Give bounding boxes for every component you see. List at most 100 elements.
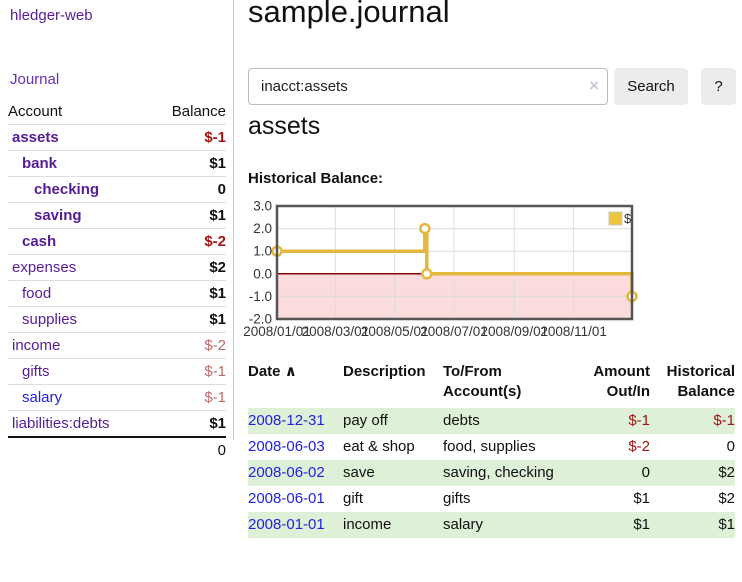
register-row: 2008-06-01 gift gifts $1 $2 [248, 486, 735, 512]
account-link-income[interactable]: income [12, 337, 61, 354]
register-date-link[interactable]: 2008-06-03 [248, 438, 325, 455]
account-row: liabilities:debts $1 [8, 410, 226, 437]
svg-text:2008/01/01: 2008/01/01 [243, 324, 311, 339]
account-row: food $1 [8, 280, 226, 307]
register-row: 2008-12-31 pay off debts $-1 $-1 [248, 408, 735, 434]
page-title: sample.journal [248, 0, 450, 29]
account-balance: $-1 [150, 358, 226, 385]
register-col-balance: Historical Balance [666, 363, 735, 400]
account-row: gifts $-1 [8, 358, 226, 385]
account-balance: $1 [150, 306, 226, 333]
account-row: bank $1 [8, 150, 226, 177]
sidebar-divider [233, 0, 234, 440]
register-balance: $2 [718, 490, 735, 507]
account-link-cash[interactable]: cash [22, 233, 57, 250]
account-link-saving[interactable]: saving [34, 207, 82, 224]
svg-text:0.0: 0.0 [253, 266, 272, 281]
register-row: 2008-06-03 eat & shop food, supplies $-2 0 [248, 434, 735, 460]
account-link-assets[interactable]: assets [12, 129, 59, 146]
register-balance: 0 [726, 438, 735, 455]
svg-text:-2.0: -2.0 [249, 312, 272, 327]
brand-link[interactable]: hledger-web [10, 7, 93, 24]
register-accounts: food, supplies [443, 438, 536, 455]
account-row: supplies $1 [8, 306, 226, 333]
register-accounts: salary [443, 516, 484, 533]
account-link-gifts[interactable]: gifts [22, 363, 50, 380]
register-amount: $1 [633, 516, 650, 533]
svg-text:2008/05/01: 2008/05/01 [361, 324, 429, 339]
register-amount: 0 [641, 464, 650, 481]
register-accounts: gifts [443, 490, 471, 507]
account-row: expenses $2 [8, 254, 226, 281]
account-balance: $1 [150, 150, 226, 177]
account-row: assets $-1 [8, 124, 226, 151]
clear-search-icon[interactable]: × [589, 76, 599, 95]
account-row: salary $-1 [8, 384, 226, 411]
register-row: 2008-01-01 income salary $1 $1 [248, 512, 735, 538]
register-header-row: Date ∧ Description To/From Account(s) Am… [248, 360, 735, 408]
register-date-link[interactable]: 2008-12-31 [248, 412, 325, 429]
search-input[interactable] [248, 68, 608, 105]
register-date-link[interactable]: 2008-01-01 [248, 516, 325, 533]
register-accounts: debts [443, 412, 480, 429]
account-title: assets [248, 112, 321, 140]
account-balance: 0 [150, 176, 226, 203]
sort-asc-icon: ∧ [284, 363, 297, 380]
register-amount: $-1 [628, 412, 650, 429]
accounts-col-account: Account [8, 103, 63, 120]
account-link-bank[interactable]: bank [22, 155, 58, 172]
account-balance: $1 [150, 410, 226, 437]
register-description: income [343, 516, 392, 533]
register-description: pay off [343, 412, 388, 429]
svg-text:2.0: 2.0 [253, 221, 272, 236]
register-accounts: saving, checking [443, 464, 554, 481]
balance-chart: $3.0 2.0 1.0 0.0 -1.0 -2.0 2008/01/01 2008/03/0… [240, 200, 680, 340]
account-link-salary[interactable]: salary [22, 389, 63, 406]
account-balance: $-2 [150, 228, 226, 255]
chart-heading: Historical Balance: [248, 170, 384, 187]
accounts-col-balance: Balance [171, 103, 226, 120]
svg-text:2008/09/01: 2008/09/01 [481, 324, 549, 339]
account-link-liabilities-debts[interactable]: liabilities:debts [12, 415, 110, 432]
register-balance: $-1 [713, 412, 735, 429]
account-balance: $-2 [150, 332, 226, 359]
account-link-expenses[interactable]: expenses [12, 259, 77, 276]
register-col-accounts: To/From Account(s) [443, 363, 522, 400]
search-help-button[interactable]: ? [701, 68, 736, 105]
register-description: eat & shop [343, 438, 415, 455]
register-col-amount: Amount Out/In [593, 363, 650, 400]
search-button[interactable]: Search [614, 68, 688, 105]
account-link-checking[interactable]: checking [34, 181, 100, 198]
account-balance: $2 [150, 254, 226, 281]
register-balance: $2 [718, 464, 735, 481]
search-form: × Search ? [248, 68, 736, 105]
register-date-link[interactable]: 2008-06-01 [248, 490, 325, 507]
register-description: save [343, 464, 375, 481]
accounts-table: Account Balance assets $-1 bank $1 checking 0… [8, 100, 226, 463]
account-balance: $-1 [150, 124, 226, 151]
register-amount: $1 [633, 490, 650, 507]
account-row: cash $-2 [8, 228, 226, 255]
svg-text:-1.0: -1.0 [249, 289, 272, 304]
accounts-total-balance: 0 [150, 436, 226, 463]
register-col-description: Description [343, 363, 426, 380]
svg-text:2008/03/01: 2008/03/01 [302, 324, 370, 339]
account-row: checking 0 [8, 176, 226, 203]
svg-text:$: $ [624, 211, 632, 226]
account-balance: $1 [150, 202, 226, 229]
register-col-date[interactable]: Date ∧ [248, 363, 297, 380]
register-description: gift [343, 490, 364, 507]
register-date-link[interactable]: 2008-06-02 [248, 464, 325, 481]
nav-journal-link[interactable]: Journal [10, 71, 60, 88]
account-link-supplies[interactable]: supplies [22, 311, 78, 328]
register-amount: $-2 [628, 438, 650, 455]
register-table: Date ∧ Description To/From Account(s) Am… [248, 360, 735, 538]
account-row: income $-2 [8, 332, 226, 359]
account-link-food[interactable]: food [22, 285, 52, 302]
svg-text:1.0: 1.0 [253, 244, 272, 259]
svg-text:2008/11/01: 2008/11/01 [540, 324, 607, 339]
register-row: 2008-06-02 save saving, checking 0 $2 [248, 460, 735, 486]
accounts-total-row: 0 [8, 436, 226, 463]
svg-text:2008/07/01: 2008/07/01 [420, 324, 488, 339]
account-balance: $-1 [150, 384, 226, 411]
